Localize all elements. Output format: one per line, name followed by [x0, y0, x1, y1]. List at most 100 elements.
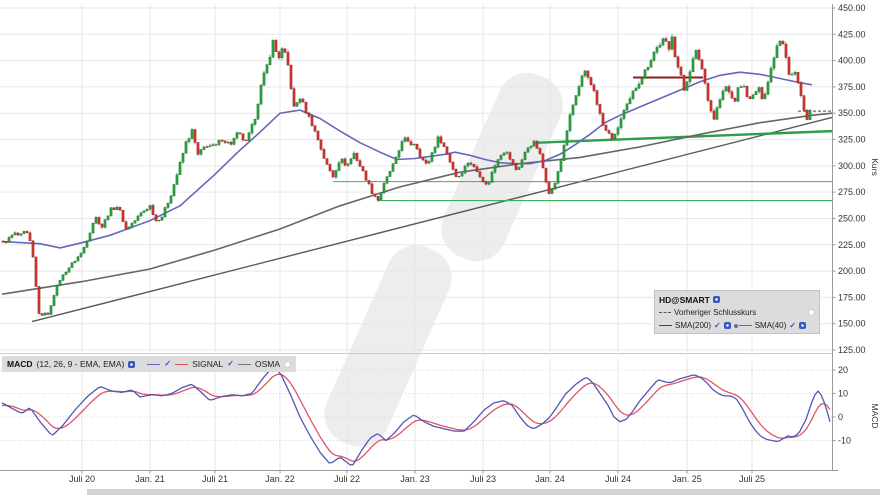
osma-line-sample	[237, 363, 251, 365]
macd-line[interactable]	[1, 366, 831, 466]
candle-body	[349, 158, 353, 165]
candle-body	[442, 142, 446, 147]
price-tick-label: 350.00	[838, 108, 866, 118]
candle-body	[100, 223, 104, 228]
signal-checkbox[interactable]: ✓	[227, 359, 234, 368]
candle-body	[574, 95, 578, 106]
candle-body	[142, 210, 146, 213]
macd-close-dot-icon[interactable]	[284, 360, 291, 368]
candle-body	[256, 103, 260, 120]
candle-body	[193, 129, 197, 143]
instrument-legend[interactable]: HD@SMART Vorheriger Schlusskurs SMA(200)…	[654, 290, 820, 334]
candle-body	[283, 48, 287, 53]
candle-body	[409, 141, 413, 146]
candle-body	[58, 280, 62, 286]
macd-checkbox[interactable]: ✓	[164, 359, 172, 368]
sma40-label: SMA(40)	[754, 321, 787, 330]
x-tick-label: Juli 20	[69, 474, 95, 484]
sma200-line[interactable]	[1, 112, 833, 295]
candle-body	[499, 155, 503, 160]
rising-trendline[interactable]	[31, 116, 833, 323]
candle-body	[610, 132, 614, 139]
price-tick-label: 325.00	[838, 135, 866, 145]
candle-body	[613, 134, 617, 140]
candle-body	[229, 141, 233, 145]
candle-body	[691, 58, 695, 72]
sma40-settings-icon[interactable]	[798, 322, 806, 329]
candle-body	[562, 145, 566, 161]
price-tick-label: 375.00	[838, 82, 866, 92]
candle-body	[232, 137, 236, 145]
candle-body	[178, 162, 182, 175]
candle-body	[802, 95, 806, 111]
candle-body	[274, 39, 278, 52]
candle-body	[706, 82, 710, 101]
candle-body	[118, 206, 122, 211]
candle-body	[319, 139, 323, 150]
candle-body	[406, 137, 410, 142]
sma200-checkbox[interactable]: ✓	[714, 320, 721, 330]
candle-body	[652, 52, 656, 61]
horizontal-scrollbar[interactable]	[87, 489, 880, 495]
candle-body	[571, 104, 575, 115]
candle-body	[124, 221, 128, 229]
candle-body	[583, 70, 587, 77]
macd-legend[interactable]: MACD (12, 26, 9 - EMA, EMA) ✓ SIGNAL ✓ O…	[2, 356, 296, 372]
candle-body	[19, 233, 23, 236]
candle-body	[280, 48, 284, 58]
candle-body	[388, 171, 392, 177]
candle-body	[367, 180, 371, 185]
candle-body	[694, 49, 698, 59]
x-tick-label: Juli 23	[470, 474, 496, 484]
instrument-plug-icon[interactable]	[712, 296, 720, 303]
candle-body	[703, 68, 707, 84]
candle-body	[484, 181, 488, 185]
candle-body	[394, 156, 398, 164]
watermark-logo	[324, 72, 563, 447]
candle-body	[334, 170, 338, 178]
close-dot-icon[interactable]	[808, 309, 815, 316]
price-tick-label: 225.00	[838, 240, 866, 250]
candle-body	[493, 165, 497, 173]
candle-body	[175, 174, 179, 185]
candle-body	[763, 93, 767, 99]
candle-body	[346, 163, 350, 166]
candle-body	[13, 232, 17, 236]
candle-body	[712, 110, 716, 120]
candle-body	[649, 60, 653, 68]
candle-body	[133, 220, 137, 224]
candlesticks[interactable]	[1, 34, 812, 316]
candle-body	[535, 140, 539, 149]
price-tick-label: 175.00	[838, 292, 866, 302]
candle-body	[721, 90, 725, 100]
sma200-settings-icon[interactable]	[723, 322, 731, 329]
candle-body	[685, 81, 689, 91]
macd-settings-icon[interactable]	[128, 360, 136, 368]
candle-body	[637, 83, 641, 89]
signal-line[interactable]	[1, 373, 831, 462]
candle-body	[82, 247, 86, 254]
candle-body	[97, 217, 101, 225]
candle-body	[109, 207, 113, 217]
candle-body	[496, 159, 500, 166]
candle-body	[466, 162, 470, 167]
candle-body	[622, 109, 626, 119]
candle-body	[337, 162, 341, 171]
candle-body	[46, 312, 50, 315]
axes: 450.00 425.00 400.00 375.00 350.00 325.00 300.…	[0, 3, 880, 484]
candle-body	[538, 148, 542, 154]
candle-body	[640, 78, 644, 85]
candle-body	[1, 240, 5, 243]
candle-body	[436, 136, 440, 148]
candle-body	[265, 64, 269, 74]
candle-body	[7, 237, 11, 243]
candle-body	[775, 45, 779, 59]
candle-body	[16, 232, 20, 236]
candle-body	[457, 176, 461, 178]
candle-body	[589, 77, 593, 86]
x-tick-label: Jan. 22	[265, 474, 295, 484]
sma40-checkbox[interactable]: ✓	[789, 320, 796, 330]
candle-body	[250, 124, 254, 134]
candle-body	[235, 132, 239, 139]
